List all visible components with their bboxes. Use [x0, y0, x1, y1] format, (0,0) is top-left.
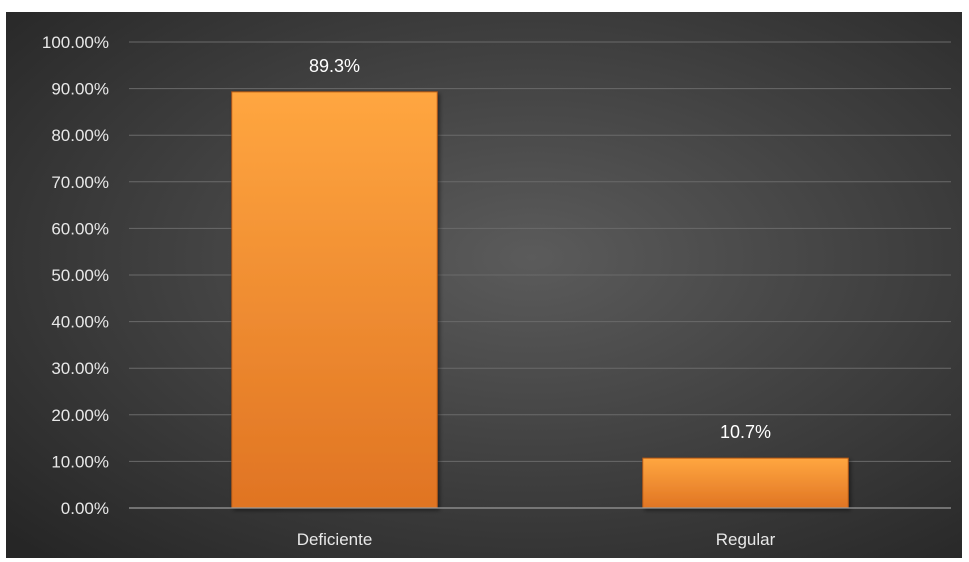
category-labels: Deficiente Regular	[297, 530, 776, 549]
data-label: 10.7%	[720, 422, 771, 442]
x-category-label: Deficiente	[297, 530, 373, 549]
y-axis-ticks: 0.00% 10.00% 20.00% 30.00% 40.00% 50.00% 60.00…	[42, 33, 109, 518]
y-tick-label: 80.00%	[51, 126, 109, 145]
y-tick-label: 100.00%	[42, 33, 109, 52]
chart-container: 0.00% 10.00% 20.00% 30.00% 40.00% 50.00% 60.00…	[6, 12, 962, 558]
y-tick-label: 30.00%	[51, 359, 109, 378]
y-tick-label: 50.00%	[51, 266, 109, 285]
y-tick-label: 40.00%	[51, 313, 109, 332]
y-tick-label: 0.00%	[61, 499, 109, 518]
y-tick-label: 70.00%	[51, 173, 109, 192]
bar-deficiente	[231, 91, 438, 509]
data-labels: 89.3% 10.7%	[309, 56, 771, 442]
bars	[231, 91, 849, 509]
bar-chart: 0.00% 10.00% 20.00% 30.00% 40.00% 50.00% 60.00…	[6, 12, 962, 558]
data-label: 89.3%	[309, 56, 360, 76]
y-tick-label: 10.00%	[51, 452, 109, 471]
y-tick-label: 90.00%	[51, 80, 109, 99]
bar-regular	[642, 457, 849, 509]
y-tick-label: 60.00%	[51, 219, 109, 238]
x-category-label: Regular	[716, 530, 776, 549]
y-tick-label: 20.00%	[51, 406, 109, 425]
